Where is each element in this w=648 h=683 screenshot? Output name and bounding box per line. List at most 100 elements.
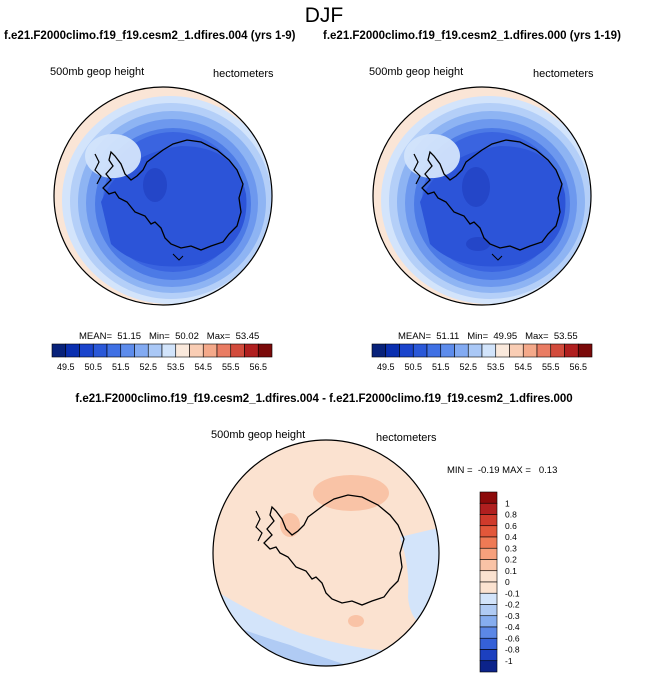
diff-stats: MIN = -0.19 MAX = 0.13 — [447, 465, 558, 476]
colorbar-swatch — [230, 343, 245, 358]
right-map-boundary — [372, 86, 592, 306]
diff-colorbar-swatch — [479, 626, 498, 639]
colorbar-tick-label: 53.5 — [487, 362, 505, 372]
diff-colorbar-tick-label: 1 — [505, 498, 510, 508]
left-panel-title: f.e21.F2000climo.f19_f19.cesm2_1.dfires.… — [4, 30, 296, 42]
colorbar-swatch — [371, 343, 387, 358]
right-units-label: hectometers — [533, 68, 594, 80]
right-panel-title: f.e21.F2000climo.f19_f19.cesm2_1.dfires.… — [323, 30, 621, 42]
diff-colorbar-tick-label: 0.3 — [505, 543, 517, 553]
right-map-nw-light — [404, 134, 460, 178]
colorbar-tick-label: 54.5 — [514, 362, 532, 372]
colorbar-tick-label: 56.5 — [569, 362, 587, 372]
diff-colorbar-tick-label: -0.3 — [505, 611, 520, 621]
colorbar-swatch — [495, 343, 510, 358]
diff-colorbar-swatch — [479, 536, 498, 549]
left-units-label: hectometers — [213, 68, 274, 80]
right-coast-fragment — [491, 253, 503, 261]
season-title: DJF — [304, 4, 344, 27]
colorbar-swatch — [79, 343, 94, 358]
right-colorbar: 49.5 50.5 51.5 52.5 53.5 54.5 55.5 56.5 — [371, 343, 593, 372]
diff-colorbar-swatch — [479, 615, 498, 628]
diff-colorbar-tick-label: 0 — [505, 577, 510, 587]
colorbar-swatch — [65, 343, 80, 358]
diff-colorbar-tick-label: -0.8 — [505, 645, 520, 655]
right-variable-label: 500mb geop height — [369, 66, 464, 78]
left-polar-map — [53, 86, 273, 306]
colorbar-swatch — [175, 343, 190, 358]
colorbar-tick-label: 52.5 — [139, 362, 157, 372]
diff-colorbar-tick-label: 0.1 — [505, 566, 517, 576]
colorbar-swatch — [481, 343, 497, 358]
colorbar-swatch — [426, 343, 442, 358]
diff-colorbar-tick-label: -0.2 — [505, 600, 520, 610]
diff-colorbar-swatch — [479, 502, 498, 515]
right-map-low-south — [466, 237, 490, 251]
colorbar-swatch — [244, 343, 259, 358]
diff-colorbar-tick-label: -0.6 — [505, 633, 520, 643]
diff-map-positive-south — [348, 615, 364, 627]
diff-colorbar-tick-label: 0.6 — [505, 521, 517, 531]
colorbar-swatch — [92, 343, 108, 358]
colorbar-swatch — [412, 343, 428, 358]
diff-units-label: hectometers — [376, 432, 437, 444]
left-antarctica-coastline — [102, 139, 244, 251]
colorbar-tick-label: 56.5 — [249, 362, 267, 372]
diff-title: f.e21.F2000climo.f19_f19.cesm2_1.dfires.… — [75, 393, 573, 405]
diff-colorbar-tick-label: -0.4 — [505, 622, 520, 632]
colorbar-tick-label: 50.5 — [404, 362, 422, 372]
diff-map-boundary — [212, 439, 440, 667]
colorbar-swatch — [564, 343, 579, 358]
colorbar-tick-label: 53.5 — [167, 362, 185, 372]
diff-map-positive-north — [313, 475, 389, 511]
colorbar-swatch — [399, 343, 414, 358]
colorbar-swatch — [550, 343, 565, 358]
colorbar-tick-label: 55.5 — [542, 362, 560, 372]
diff-colorbar-swatch — [479, 592, 498, 605]
left-colorbar: 49.5 50.5 51.5 52.5 53.5 54.5 55.5 56.5 — [51, 343, 273, 372]
diff-colorbar-swatch — [479, 514, 498, 527]
diff-colorbar-swatch — [479, 604, 498, 617]
colorbar-swatch — [385, 343, 400, 358]
colorbar-tick-label: 51.5 — [432, 362, 450, 372]
colorbar-swatch — [536, 343, 552, 358]
diff-colorbar-tick-label: 0.2 — [505, 555, 517, 565]
colorbar-swatch — [440, 343, 455, 358]
colorbar-swatch — [189, 343, 204, 358]
diff-polar-map — [212, 439, 440, 667]
diff-colorbar-tick-label: 0.8 — [505, 510, 517, 520]
left-variable-label: 500mb geop height — [50, 66, 145, 78]
diff-colorbar-tick-label: -0.1 — [505, 588, 520, 598]
diff-colorbar-swatch — [479, 525, 498, 538]
diff-colorbar-tick-label: -1 — [505, 656, 513, 666]
colorbar-swatch — [509, 343, 524, 358]
diff-colorbar-tick-label: 0.4 — [505, 532, 517, 542]
colorbar-swatch — [147, 343, 163, 358]
right-peninsula-islands — [413, 153, 421, 185]
colorbar-swatch — [134, 343, 149, 358]
colorbar-swatch — [202, 343, 218, 358]
right-stats: MEAN= 51.11 Min= 49.95 Max= 53.55 — [398, 331, 578, 342]
diff-colorbar-swatch — [479, 581, 498, 594]
colorbar-swatch — [522, 343, 538, 358]
left-map-nw-light — [85, 134, 141, 178]
diff-colorbar-swatch — [479, 660, 498, 673]
colorbar-swatch — [51, 343, 67, 358]
colorbar-swatch — [577, 343, 593, 358]
left-map-low-center — [143, 168, 167, 202]
colorbar-swatch — [161, 343, 177, 358]
colorbar-tick-label: 49.5 — [377, 362, 395, 372]
diff-colorbar-swatch — [479, 637, 498, 650]
diff-colorbar-swatch — [479, 649, 498, 662]
colorbar-swatch — [467, 343, 483, 358]
diff-antarctica-coastline — [263, 494, 405, 606]
colorbar-swatch — [257, 343, 273, 358]
colorbar-tick-label: 50.5 — [84, 362, 102, 372]
colorbar-tick-label: 52.5 — [459, 362, 477, 372]
colorbar-swatch — [120, 343, 135, 358]
colorbar-tick-label: 49.5 — [57, 362, 75, 372]
diff-variable-label: 500mb geop height — [211, 429, 306, 441]
diff-colorbar-swatch — [479, 491, 498, 504]
left-peninsula-islands — [94, 153, 102, 185]
diff-colorbar-swatch — [479, 559, 498, 572]
